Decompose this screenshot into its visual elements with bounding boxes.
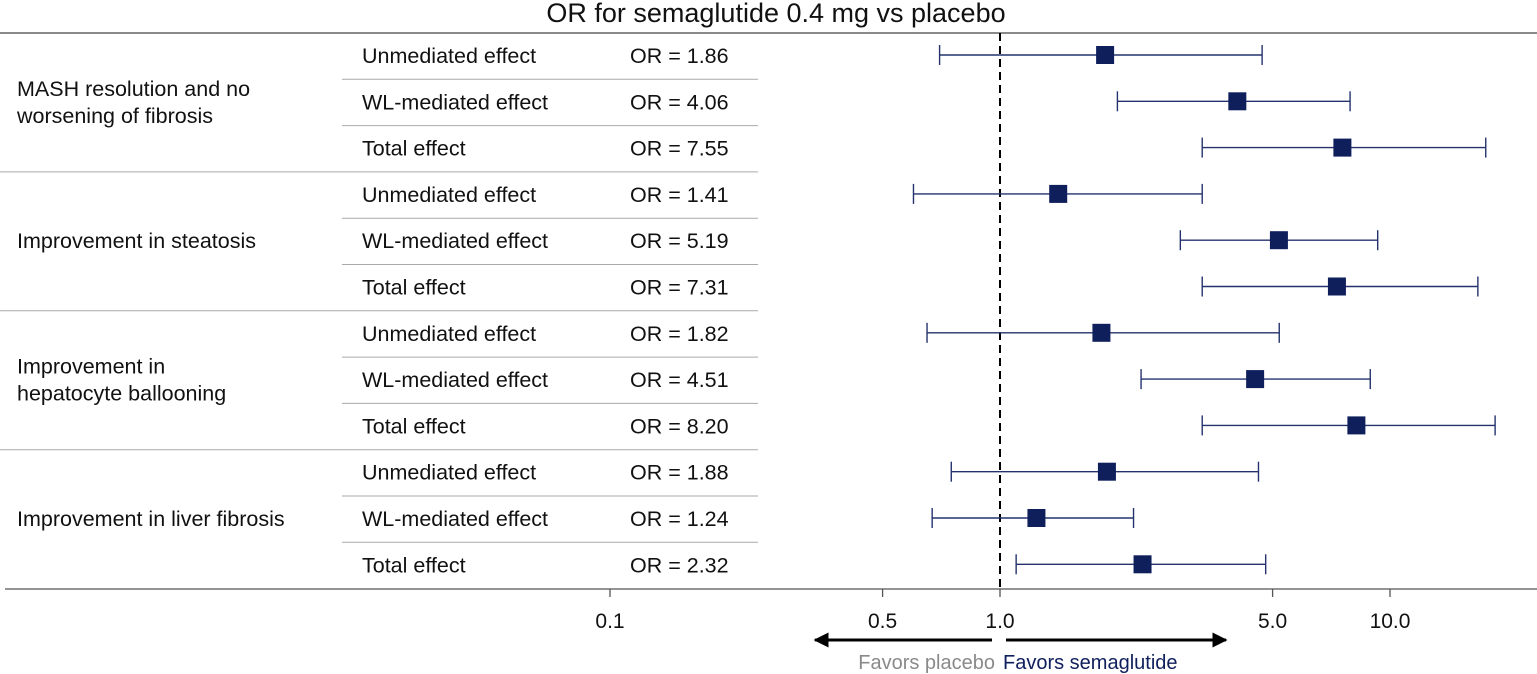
or-point-marker [1327, 277, 1346, 296]
or-value-label: OR = 1.41 [630, 183, 729, 207]
or-value-label: OR = 7.31 [630, 276, 729, 300]
table-rows: MASH resolution and no worsening of fibro… [16, 44, 729, 577]
or-point-marker [1092, 323, 1111, 342]
or-point-marker [1347, 416, 1366, 435]
x-tick-label: 0.5 [868, 610, 897, 633]
x-axis-ticks: 0.1 0.5 1.0 5.0 10.0 [595, 589, 1410, 633]
effect-label: Unmediated effect [362, 183, 536, 207]
or-value-label: OR = 8.20 [630, 414, 729, 438]
outcome-label: Improvement in steatosis [17, 229, 256, 253]
or-value-label: OR = 2.32 [630, 553, 729, 577]
or-point-marker [1133, 555, 1152, 574]
or-point-marker [1246, 370, 1265, 389]
or-value-label: OR = 1.88 [630, 461, 729, 485]
effect-label: WL-mediated effect [362, 507, 548, 531]
or-point-marker [1049, 184, 1068, 203]
effect-label: WL-mediated effect [362, 368, 548, 392]
outcome-label: Improvement in liver fibrosis [17, 507, 285, 531]
effect-label: WL-mediated effect [362, 229, 548, 253]
or-value-label: OR = 1.24 [630, 507, 729, 531]
or-value-label: OR = 4.51 [630, 368, 729, 392]
or-value-label: OR = 1.86 [630, 44, 729, 68]
outcome-label: Improvement in [17, 355, 165, 379]
or-value-label: OR = 7.55 [630, 137, 729, 161]
x-tick-label: 5.0 [1258, 610, 1287, 633]
outcome-label: hepatocyte ballooning [17, 382, 226, 406]
favors-semaglutide-label: Favors semaglutide [1003, 652, 1178, 674]
effect-label: Total effect [362, 137, 466, 161]
or-point-marker [1096, 46, 1115, 64]
effect-label: Unmediated effect [362, 322, 536, 346]
table-rules [0, 32, 1537, 543]
or-point-marker [1269, 231, 1288, 250]
effect-label: Total effect [362, 276, 466, 300]
effect-label: Total effect [362, 553, 466, 577]
x-tick-label: 1.0 [985, 610, 1014, 633]
or-value-label: OR = 4.06 [630, 90, 729, 114]
effect-label: Unmediated effect [362, 461, 536, 485]
effect-label: WL-mediated effect [362, 90, 548, 114]
or-point-marker [1097, 462, 1116, 481]
or-point-marker [1333, 138, 1352, 157]
x-tick-label: 0.1 [595, 610, 624, 633]
effect-label: Total effect [362, 414, 466, 438]
or-value-label: OR = 1.82 [630, 322, 729, 346]
plot-area [912, 33, 1496, 589]
chart-title: OR for semaglutide 0.4 mg vs placebo [546, 0, 1005, 28]
outcome-label: MASH resolution and no [17, 77, 250, 101]
or-value-label: OR = 5.19 [630, 229, 729, 253]
or-point-marker [1228, 92, 1247, 111]
favors-placebo-label: Favors placebo [858, 652, 995, 674]
or-point-marker [1027, 509, 1046, 527]
outcome-label: worsening of fibrosis [16, 104, 213, 128]
x-tick-label: 10.0 [1370, 610, 1411, 633]
effect-label: Unmediated effect [362, 44, 536, 68]
